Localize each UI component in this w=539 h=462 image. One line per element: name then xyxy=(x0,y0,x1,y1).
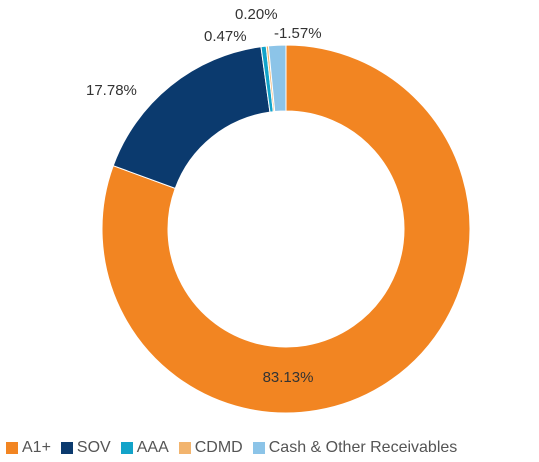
legend-label-sov: SOV xyxy=(76,439,111,456)
labels-group: 83.13% 17.78% 0.47% 0.20% -1.57% xyxy=(86,6,322,386)
legend-label-a1-: A1+ xyxy=(22,439,51,456)
slice-a1- xyxy=(101,44,471,414)
legend-label-aaa: AAA xyxy=(136,439,169,456)
data-label-sov: 17.78% xyxy=(86,82,137,99)
legend-swatch-sov xyxy=(60,442,73,454)
legend-item-aaa: AAA xyxy=(120,439,169,457)
legend-swatch-cash-other-receivables xyxy=(252,442,265,454)
data-label-a1-: 83.13% xyxy=(263,369,314,386)
legend-item-a1-: A1+ xyxy=(6,439,51,457)
slice-sov xyxy=(112,46,271,190)
slice-cash-other-receivables xyxy=(267,44,287,113)
legend-swatch-cdmd xyxy=(178,442,191,454)
data-label-aaa: 0.47% xyxy=(204,28,247,45)
legend-swatch-aaa xyxy=(120,442,133,454)
donut-chart-svg: 83.13% 17.78% 0.47% 0.20% -1.57% xyxy=(86,6,471,414)
data-label-cdmd: 0.20% xyxy=(235,6,278,23)
data-label-cash-other-receivables: -1.57% xyxy=(274,25,322,42)
legend-item-cdmd: CDMD xyxy=(178,439,243,457)
legend-item-cash-other-receivables: Cash & Other Receivables xyxy=(252,439,458,457)
legend-label-cdmd: CDMD xyxy=(194,439,243,456)
legend: A1+ SOV AAA CDMD Cash & Other Receivables xyxy=(6,437,467,459)
legend-swatch-a1- xyxy=(6,442,18,454)
slices-group xyxy=(101,44,471,414)
legend-item-sov: SOV xyxy=(60,439,111,457)
legend-label-cash-other-receivables: Cash & Other Receivables xyxy=(268,439,458,456)
